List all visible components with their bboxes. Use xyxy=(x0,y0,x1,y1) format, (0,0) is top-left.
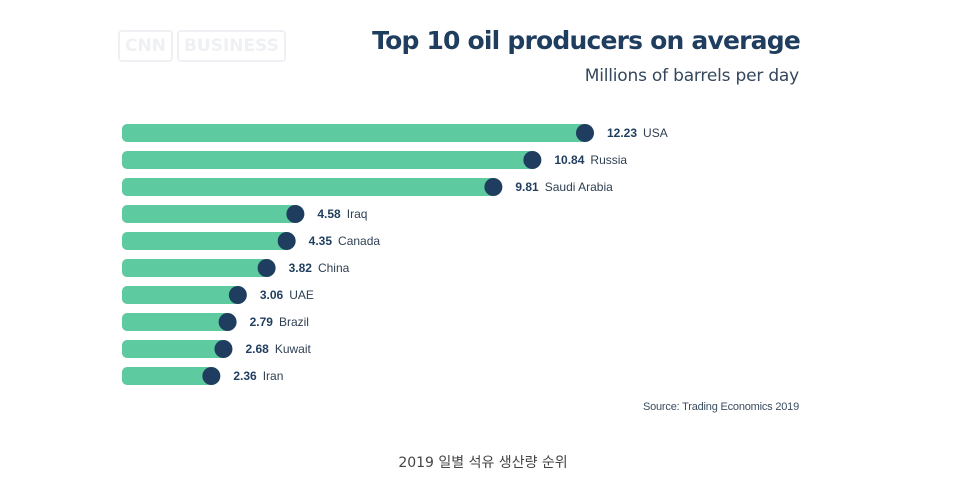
category-label: Russia xyxy=(590,153,627,167)
bar xyxy=(122,367,214,385)
bar-end-marker xyxy=(214,340,233,358)
image-caption: 2019 일별 석유 생산량 순위 xyxy=(398,455,568,471)
value-label: 10.84 xyxy=(554,153,584,167)
bar-end-marker xyxy=(523,151,542,169)
bar-end-marker xyxy=(202,367,221,385)
chart-title: Top 10 oil producers on average xyxy=(372,26,801,55)
cnn-logo-mark: CNN xyxy=(118,30,173,62)
category-label: Saudi Arabia xyxy=(545,180,613,194)
category-label: China xyxy=(318,261,350,275)
bar xyxy=(122,313,230,331)
bar-end-marker xyxy=(286,205,305,223)
bar-group: 4.58 Iraq xyxy=(122,205,367,223)
bar-group: 2.68 Kuwait xyxy=(122,340,312,358)
bar xyxy=(122,124,587,142)
business-logo-mark: BUSINESS xyxy=(176,30,286,62)
bar xyxy=(122,151,535,169)
bar-group: 2.79 Brazil xyxy=(122,313,309,331)
bar xyxy=(122,340,226,358)
bar-group: 9.81 Saudi Arabia xyxy=(122,178,613,196)
bar xyxy=(122,178,496,196)
bar-group: 3.06 UAE xyxy=(122,286,314,304)
value-label: 12.23 xyxy=(607,126,637,140)
bar-end-marker xyxy=(228,286,247,304)
chart-source: Source: Trading Economics 2019 xyxy=(642,401,799,413)
value-label: 2.79 xyxy=(250,315,274,329)
chart-subtitle: Millions of barrels per day xyxy=(584,66,799,86)
value-label: 2.36 xyxy=(233,369,257,383)
value-label: 4.58 xyxy=(317,207,341,221)
value-label: 4.35 xyxy=(309,234,333,248)
category-label: Canada xyxy=(338,234,380,248)
bar-chart: 12.23 USA 10.84 Russia 9.81 Saudi Arabia 4.58 I… xyxy=(122,124,668,385)
category-label: Brazil xyxy=(279,315,309,329)
category-label: Iran xyxy=(263,369,284,383)
bar-group: 12.23 USA xyxy=(122,124,668,142)
bar-group: 3.82 China xyxy=(122,259,350,277)
bar-end-marker xyxy=(576,124,594,142)
category-label: Iraq xyxy=(347,207,368,221)
bar-group: 2.36 Iran xyxy=(122,367,283,385)
value-label: 2.68 xyxy=(245,342,269,356)
bar xyxy=(122,286,240,304)
category-label: USA xyxy=(643,126,668,140)
value-label: 3.06 xyxy=(260,288,284,302)
value-label: 3.82 xyxy=(289,261,313,275)
bar xyxy=(122,205,298,223)
bar xyxy=(122,232,289,250)
category-label: UAE xyxy=(289,288,314,302)
bar-end-marker xyxy=(218,313,237,331)
bar-group: 4.35 Canada xyxy=(122,232,380,250)
bar-group: 10.84 Russia xyxy=(122,151,627,169)
bar-end-marker xyxy=(257,259,276,277)
bar xyxy=(122,259,269,277)
cnn-business-logo: CNN BUSINESS xyxy=(118,24,286,68)
bar-end-marker xyxy=(484,178,503,196)
value-label: 9.81 xyxy=(515,180,539,194)
bar-end-marker xyxy=(277,232,296,250)
category-label: Kuwait xyxy=(275,342,312,356)
